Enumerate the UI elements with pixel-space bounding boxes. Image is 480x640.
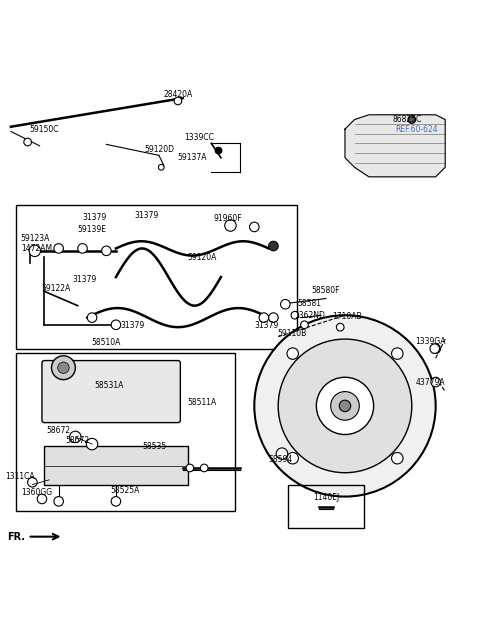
Text: 59120D: 59120D [144,145,174,154]
Circle shape [174,97,182,105]
Text: 59120A: 59120A [187,253,216,262]
Text: 91960F: 91960F [214,214,242,223]
Text: 59123A: 59123A [20,234,49,243]
Circle shape [431,344,441,353]
Circle shape [102,246,111,255]
Circle shape [278,339,412,473]
Circle shape [87,313,97,323]
Text: 1339GA: 1339GA [416,337,446,346]
Text: 58531A: 58531A [94,381,123,390]
Text: 58525A: 58525A [111,486,140,495]
Circle shape [331,392,360,420]
Text: 58535: 58535 [142,442,166,451]
Text: 59139E: 59139E [78,225,107,234]
Circle shape [24,138,32,146]
Text: 31379: 31379 [254,321,278,330]
Circle shape [200,464,208,472]
Text: 59137A: 59137A [178,153,207,163]
Circle shape [111,320,120,330]
Polygon shape [345,115,445,177]
Text: 31379: 31379 [83,213,107,222]
Text: 1710AB: 1710AB [333,312,362,321]
Circle shape [269,313,278,323]
Bar [44,447,188,484]
Text: 59110B: 59110B [277,329,306,338]
Circle shape [29,245,40,257]
Text: 86825C: 86825C [393,115,421,124]
Text: 58580F: 58580F [312,286,340,295]
Text: 1362ND: 1362ND [294,311,324,320]
FancyBboxPatch shape [42,360,180,422]
Circle shape [215,147,222,154]
Text: REF.60-624: REF.60-624 [395,125,438,134]
Text: 58594: 58594 [268,455,293,464]
Bar [16,353,235,511]
Circle shape [269,241,278,251]
Circle shape [78,244,87,253]
Text: 1472AM: 1472AM [22,244,53,253]
Circle shape [430,344,440,353]
Circle shape [54,497,63,506]
Circle shape [431,377,441,387]
Text: 58672: 58672 [47,426,71,435]
Text: 58510A: 58510A [92,339,121,348]
Text: 1339CC: 1339CC [184,132,215,141]
Circle shape [392,452,403,464]
Text: 28420A: 28420A [163,90,192,99]
Text: 58511A: 58511A [187,397,216,406]
Circle shape [339,400,351,412]
Text: 58581: 58581 [297,299,321,308]
Circle shape [186,464,194,472]
Circle shape [28,477,37,487]
Circle shape [276,448,288,460]
Circle shape [336,323,344,331]
Text: FR.: FR. [7,532,25,541]
Text: 31379: 31379 [120,321,145,330]
Text: 1360GG: 1360GG [22,488,53,497]
Bar [288,484,364,527]
Circle shape [316,377,373,435]
Circle shape [70,431,81,443]
Circle shape [392,348,403,359]
Circle shape [37,494,47,504]
Text: 1140EJ: 1140EJ [313,493,339,502]
Circle shape [250,222,259,232]
Circle shape [86,438,98,450]
Circle shape [291,312,299,319]
Circle shape [254,316,436,497]
Circle shape [54,244,63,253]
Circle shape [259,313,269,323]
Circle shape [300,321,308,328]
Text: 31379: 31379 [73,275,97,284]
Text: 31379: 31379 [135,211,159,220]
Text: 59122A: 59122A [42,284,71,293]
Circle shape [281,300,290,309]
Circle shape [158,164,164,170]
Text: 59150C: 59150C [30,125,59,134]
Text: 43779A: 43779A [416,378,446,387]
Circle shape [111,497,120,506]
Circle shape [51,356,75,380]
Text: 1311CA: 1311CA [6,472,36,481]
Text: 58672: 58672 [66,436,90,445]
Circle shape [287,452,299,464]
Bar [16,205,297,349]
Circle shape [287,348,299,359]
Circle shape [58,362,69,374]
Circle shape [225,220,236,231]
Circle shape [408,116,416,124]
